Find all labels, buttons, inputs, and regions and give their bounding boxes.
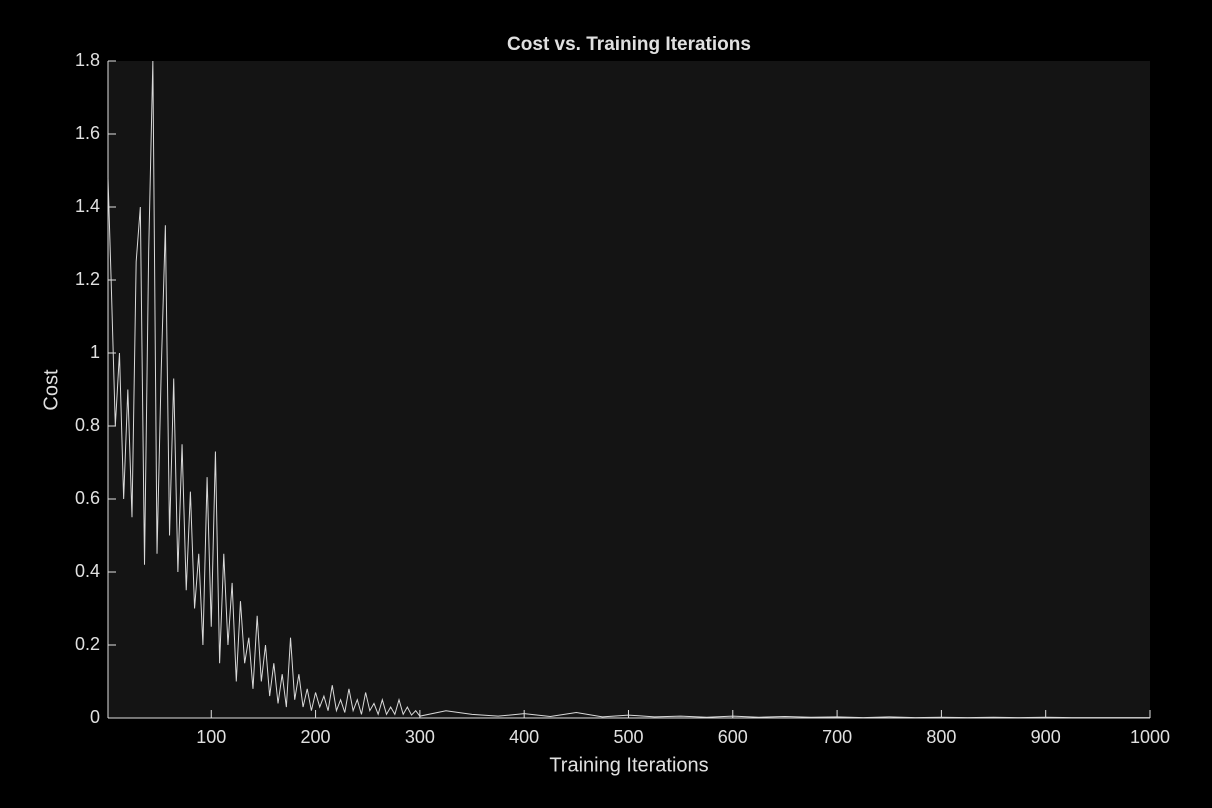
y-tick-label: 0.4 [75,561,100,581]
x-tick-label: 300 [405,727,435,747]
y-tick-label: 1.6 [75,123,100,143]
y-tick-label: 0.8 [75,415,100,435]
x-tick-label: 600 [718,727,748,747]
y-axis-label: Cost [40,369,62,411]
x-tick-label: 500 [613,727,643,747]
y-tick-label: 0 [90,707,100,727]
y-tick-label: 1.4 [75,196,100,216]
x-tick-label: 900 [1031,727,1061,747]
y-tick-label: 0.2 [75,634,100,654]
x-tick-label: 200 [301,727,331,747]
chart-title: Cost vs. Training Iterations [507,34,751,55]
x-tick-label: 700 [822,727,852,747]
y-tick-label: 1.8 [75,50,100,70]
x-tick-label: 800 [926,727,956,747]
x-tick-label: 400 [509,727,539,747]
y-tick-label: 1 [90,342,100,362]
x-tick-label: 1000 [1130,727,1170,747]
x-tick-label: 100 [196,727,226,747]
plot-area [108,61,1150,718]
x-axis-label: Training Iterations [549,754,708,776]
data-line [107,60,1150,719]
y-tick-label: 1.2 [75,269,100,289]
y-tick-label: 0.6 [75,488,100,508]
